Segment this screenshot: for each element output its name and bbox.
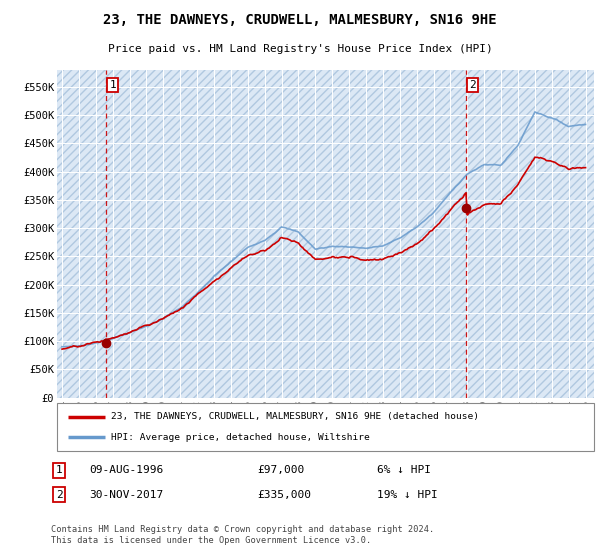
Text: HPI: Average price, detached house, Wiltshire: HPI: Average price, detached house, Wilt… <box>111 433 370 442</box>
Text: Price paid vs. HM Land Registry's House Price Index (HPI): Price paid vs. HM Land Registry's House … <box>107 44 493 54</box>
Text: 2: 2 <box>469 80 476 90</box>
Text: 6% ↓ HPI: 6% ↓ HPI <box>377 465 431 475</box>
Text: £335,000: £335,000 <box>257 490 311 500</box>
FancyBboxPatch shape <box>57 403 594 451</box>
Text: 19% ↓ HPI: 19% ↓ HPI <box>377 490 437 500</box>
Text: £97,000: £97,000 <box>257 465 305 475</box>
Text: 23, THE DAWNEYS, CRUDWELL, MALMESBURY, SN16 9HE: 23, THE DAWNEYS, CRUDWELL, MALMESBURY, S… <box>103 13 497 27</box>
Text: 09-AUG-1996: 09-AUG-1996 <box>89 465 163 475</box>
Text: Contains HM Land Registry data © Crown copyright and database right 2024.
This d: Contains HM Land Registry data © Crown c… <box>51 525 434 544</box>
Text: 2: 2 <box>56 490 62 500</box>
Text: 1: 1 <box>109 80 116 90</box>
Text: 1: 1 <box>56 465 62 475</box>
Text: 30-NOV-2017: 30-NOV-2017 <box>89 490 163 500</box>
Text: 23, THE DAWNEYS, CRUDWELL, MALMESBURY, SN16 9HE (detached house): 23, THE DAWNEYS, CRUDWELL, MALMESBURY, S… <box>111 412 479 421</box>
